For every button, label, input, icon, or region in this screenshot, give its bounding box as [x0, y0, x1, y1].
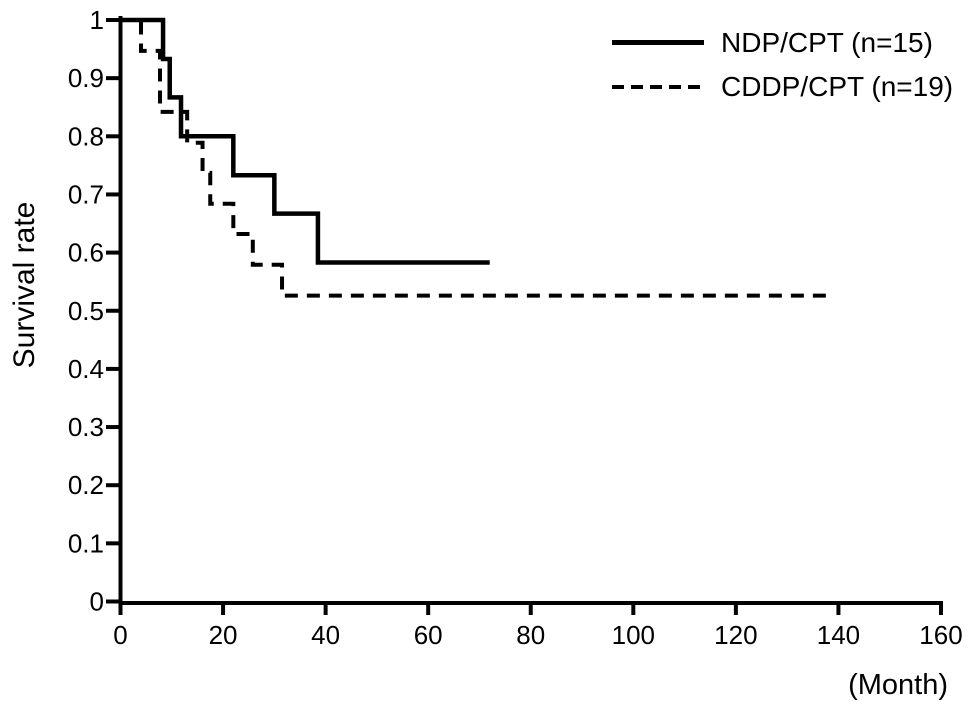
- y-tick-label: 0: [90, 587, 104, 617]
- x-tick-label: 20: [209, 620, 238, 650]
- curve-cddp-cpt-n-19: [120, 18, 834, 298]
- legend-label-cddp-cpt: CDDP/CPT (n=19): [721, 71, 954, 102]
- y-tick-label: 0.7: [68, 179, 104, 209]
- legend: NDP/CPT (n=15) CDDP/CPT (n=19): [612, 27, 953, 102]
- y-tick-label: 0.4: [68, 354, 104, 384]
- y-tick-label: 0.5: [68, 296, 104, 326]
- y-tick-label: 1: [90, 5, 104, 35]
- y-axis-title: Survival rate: [8, 202, 41, 369]
- curve-ndp-cpt-n-15: [120, 17, 490, 265]
- y-tick-label: 0.1: [68, 528, 104, 558]
- y-tick-label: 0.9: [68, 63, 104, 93]
- legend-label-ndp-cpt: NDP/CPT (n=15): [721, 27, 933, 58]
- x-axis-unit-label: (Month): [848, 669, 948, 701]
- y-tick-label: 0.2: [68, 470, 104, 500]
- legend-item-cddp-cpt: CDDP/CPT (n=19): [612, 71, 953, 102]
- x-tick-label: 40: [311, 620, 340, 650]
- y-tick-label: 0.8: [68, 121, 104, 151]
- x-tick-label: 80: [516, 620, 545, 650]
- y-tick-label: 0.3: [68, 412, 104, 442]
- x-tick-label: 0: [113, 620, 127, 650]
- solid-line-sample-icon: [612, 40, 704, 45]
- x-tick-label: 120: [714, 620, 757, 650]
- dashed-line-sample-icon: [612, 84, 704, 89]
- x-tick-label: 60: [414, 620, 443, 650]
- x-tick-label: 140: [817, 620, 860, 650]
- legend-item-ndp-cpt: NDP/CPT (n=15): [612, 27, 953, 58]
- y-tick-label: 0.6: [68, 238, 104, 268]
- x-tick-label: 160: [919, 620, 962, 650]
- x-tick-label: 100: [612, 620, 655, 650]
